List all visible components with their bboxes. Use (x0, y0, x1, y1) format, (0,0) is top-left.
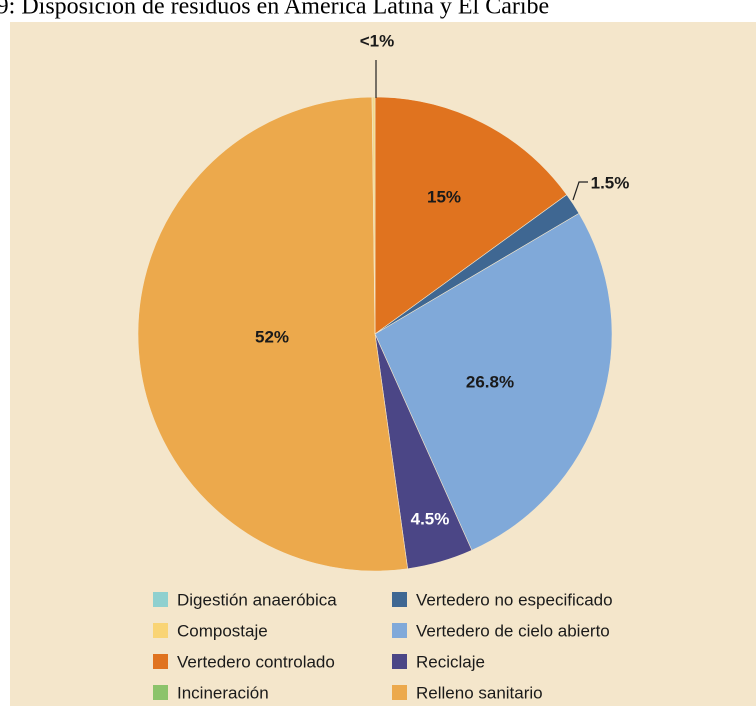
legend-label: Vertedero no especificado (416, 590, 613, 609)
legend: Digestión anaeróbica Compostaje Vertedero … (153, 590, 613, 702)
slice (374, 96, 568, 335)
data-label: 1.5% (591, 173, 630, 192)
legend-label: Reciclaje (416, 652, 485, 671)
legend-label: Incineración (177, 683, 269, 702)
slice (371, 96, 376, 335)
legend-swatch (153, 592, 168, 607)
legend-label: Compostaje (177, 621, 268, 640)
legend-swatch (153, 654, 168, 669)
legend-label: Digestión anaeróbica (177, 590, 337, 609)
legend-label: Vertedero de cielo abierto (416, 621, 610, 640)
labels: 15% 1.5% 26.8% 4.5% 52% <1% (255, 31, 629, 528)
legend-label: Vertedero controlado (177, 652, 335, 671)
data-label: 26.8% (466, 372, 514, 391)
chart-title: a 9: Disposición de residuos en América … (0, 0, 549, 20)
legend-swatch (392, 623, 407, 638)
data-label: <1% (360, 31, 395, 50)
legend-swatch (392, 685, 407, 700)
legend-swatch (153, 623, 168, 638)
legend-swatch (392, 654, 407, 669)
data-label: 4.5% (411, 509, 450, 528)
data-label: 52% (255, 327, 289, 346)
legend-swatch (153, 685, 168, 700)
slice (137, 96, 408, 572)
data-label: 15% (427, 187, 461, 206)
leader-line (572, 181, 588, 201)
pie (137, 96, 613, 572)
legend-swatch (392, 592, 407, 607)
legend-label: Relleno sanitario (416, 683, 543, 702)
